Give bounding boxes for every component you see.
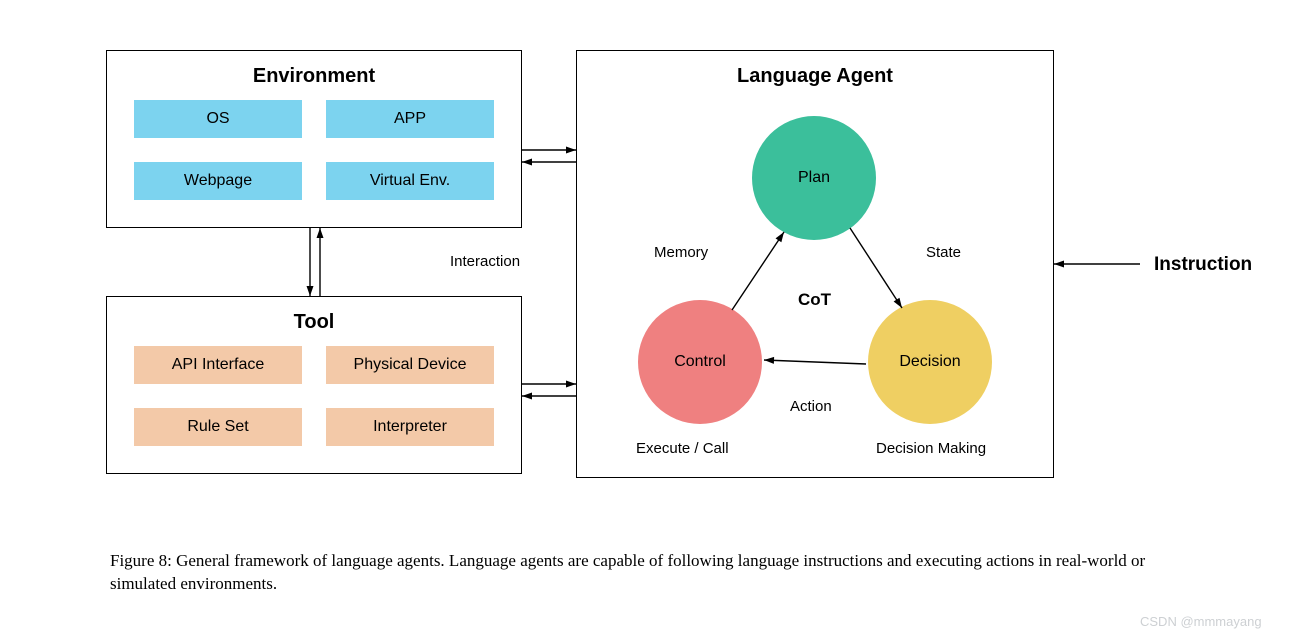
cot-label: CoT [798, 290, 831, 310]
tool-chip-0: API Interface [134, 346, 302, 384]
action-label: Action [790, 398, 832, 415]
control-label: Control [674, 353, 726, 371]
execute-call-label: Execute / Call [636, 440, 729, 457]
decision-label: Decision [899, 353, 960, 371]
control-node: Control [638, 300, 762, 424]
instruction-label: Instruction [1154, 254, 1252, 276]
plan-node: Plan [752, 116, 876, 240]
diagram-stage: Environment Tool Language Agent Plan Con… [0, 0, 1290, 640]
environment-title: Environment [107, 65, 521, 88]
environment-chip-0: OS [134, 100, 302, 138]
watermark-text: CSDN @mmmayang [1140, 614, 1262, 629]
decision-making-label: Decision Making [876, 440, 986, 457]
tool-chip-1: Physical Device [326, 346, 494, 384]
environment-panel: Environment [106, 50, 522, 228]
interaction-label: Interaction [450, 253, 520, 270]
tool-chip-2: Rule Set [134, 408, 302, 446]
figure-caption: Figure 8: General framework of language … [110, 550, 1170, 596]
environment-chip-2: Webpage [134, 162, 302, 200]
state-label: State [926, 244, 961, 261]
plan-label: Plan [798, 169, 830, 187]
decision-node: Decision [868, 300, 992, 424]
environment-chip-3: Virtual Env. [326, 162, 494, 200]
memory-label: Memory [654, 244, 708, 261]
tool-chip-3: Interpreter [326, 408, 494, 446]
tool-panel: Tool [106, 296, 522, 474]
environment-chip-1: APP [326, 100, 494, 138]
language-agent-title: Language Agent [577, 65, 1053, 88]
tool-title: Tool [107, 311, 521, 334]
